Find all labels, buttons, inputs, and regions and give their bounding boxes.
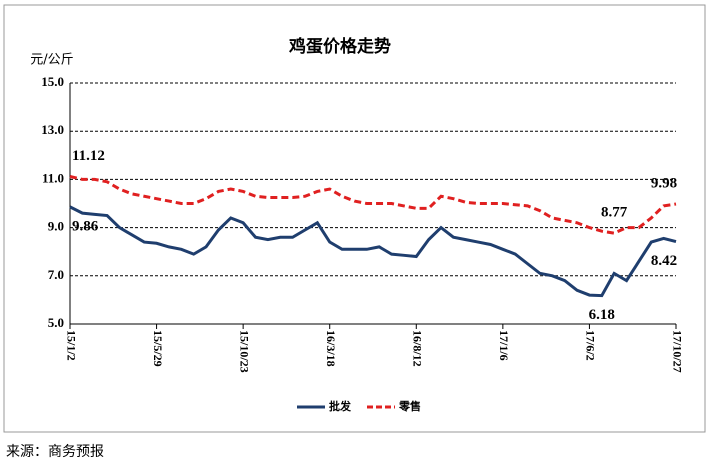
data-label: 8.77	[601, 205, 628, 221]
y-tick-label: 9.0	[48, 219, 64, 234]
data-label: 9.98	[651, 175, 677, 191]
x-tick-label: 15/10/23	[237, 330, 251, 373]
data-label: 6.18	[589, 307, 615, 323]
series-line	[69, 205, 677, 298]
x-tick-label: 15/1/2	[64, 330, 78, 361]
x-tick-label: 15/5/29	[151, 330, 165, 367]
source: 来源：商务预报	[6, 444, 104, 460]
data-label: 9.86	[72, 218, 99, 234]
series-line	[69, 175, 677, 235]
y-tick-label: 11.0	[42, 170, 64, 185]
y-tick-label: 7.0	[48, 267, 64, 282]
y-tick-label: 13.0	[41, 122, 64, 137]
y-axis-label: 元/公斤	[30, 53, 73, 68]
data-label: 11.12	[72, 148, 105, 164]
legend-label: 零售	[398, 399, 421, 413]
y-tick-label: 5.0	[48, 315, 64, 330]
x-tick-label: 17/10/27	[670, 330, 684, 373]
data-label: 8.42	[651, 253, 677, 269]
chart-title: 鸡蛋价格走势	[288, 36, 391, 57]
y-tick-label: 15.0	[41, 74, 64, 89]
x-tick-label: 17/6/2	[584, 330, 598, 361]
legend-label: 批发	[329, 399, 352, 413]
x-tick-label: 17/1/6	[497, 330, 511, 361]
x-tick-label: 16/8/12	[411, 330, 425, 367]
chart-frame	[3, 4, 706, 433]
x-tick-label: 16/3/18	[324, 330, 338, 367]
